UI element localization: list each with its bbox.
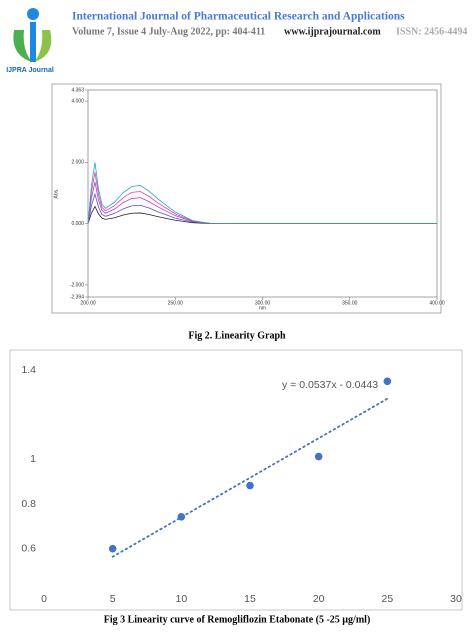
- issn: ISSN: 2456-4494: [396, 26, 467, 37]
- data-point: [383, 377, 392, 386]
- figure-caption: Fig 2. Linearity Graph: [188, 330, 286, 341]
- x-tick-label: 350.00: [342, 300, 358, 306]
- logo-leaf: [13, 30, 32, 62]
- data-point: [108, 544, 117, 553]
- x-tick-label: 400.00: [429, 300, 445, 306]
- logo-head: [27, 8, 39, 20]
- data-point: [177, 512, 186, 521]
- trendline-equation: y = 0.0537x - 0.0443: [282, 379, 378, 391]
- figure-frame: [9, 349, 463, 611]
- x-tick-label: 15: [244, 593, 256, 605]
- x-tick-label: 5: [110, 593, 116, 605]
- y-tick-label: 1.4: [21, 364, 36, 376]
- y-tick-label: -2.000: [70, 282, 84, 288]
- website: www.ijprajournal.com: [284, 26, 381, 37]
- y-tick-label: 1: [30, 453, 36, 465]
- y-tick-label: 4.000: [71, 98, 84, 104]
- x-tick-label: 25: [381, 593, 393, 605]
- y-tick-label: 0.6: [21, 542, 36, 554]
- spectrum-line: [87, 162, 437, 225]
- data-point: [314, 452, 323, 461]
- y-tick-label: 0.8: [21, 498, 36, 510]
- y-tick-label: 0.000: [71, 221, 84, 227]
- x-axis-label: nm: [259, 305, 266, 311]
- logo-text: IJPRA Journal: [6, 67, 54, 74]
- logo-stem: [30, 22, 36, 62]
- y-axis-label: Abs.: [53, 188, 59, 198]
- y-tick-label: 4.363: [71, 87, 84, 93]
- x-tick-label: 30: [450, 593, 462, 605]
- x-tick-label: 300.00: [255, 300, 271, 306]
- x-tick-label: 200.00: [80, 300, 96, 306]
- x-tick-label: 0: [41, 593, 47, 605]
- logo-leaf: [34, 30, 52, 62]
- issue-info: Volume 7, Issue 4 July-Aug 2022, pp: 404…: [72, 26, 265, 37]
- y-tick-label: -2.394: [70, 294, 84, 300]
- data-point: [246, 481, 254, 490]
- figure-caption: Fig 3 Linearity curve of Remogliflozin E…: [104, 614, 371, 625]
- x-tick-label: 250.00: [168, 300, 184, 306]
- x-tick-label: 10: [175, 593, 187, 605]
- x-tick-label: 20: [313, 593, 325, 605]
- figure-frame: [51, 83, 442, 314]
- y-tick-label: 2.000: [71, 160, 84, 166]
- journal-title: International Journal of Pharmaceutical …: [72, 11, 405, 23]
- logo: IJPRA Journal: [6, 8, 54, 74]
